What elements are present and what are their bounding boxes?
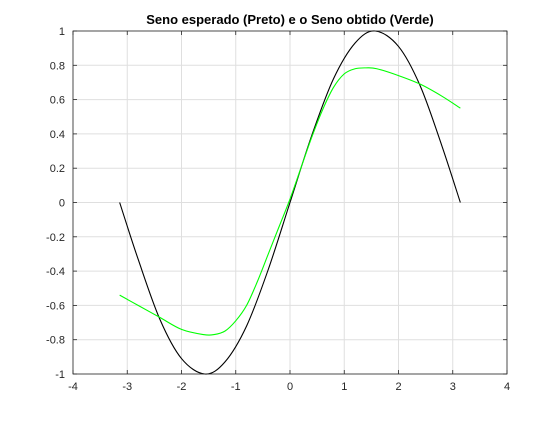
y-tick-label: 0.8 [50, 60, 65, 72]
series-line-black [119, 30, 461, 375]
x-axis-tick-labels: -4 -3 -2 -1 0 1 2 3 4 [68, 381, 510, 393]
y-tick-label: 1 [59, 26, 65, 38]
x-tick-label: 2 [395, 381, 401, 393]
tick-marks [72, 30, 508, 375]
chart-title: Seno esperado (Preto) e o Seno obtido (V… [146, 12, 434, 27]
x-tick-label: -3 [122, 381, 132, 393]
x-tick-label: 3 [450, 381, 456, 393]
x-tick-label: 1 [341, 381, 347, 393]
x-tick-label: -1 [231, 381, 241, 393]
y-tick-label: 0.4 [50, 129, 65, 141]
y-tick-label: 0 [59, 198, 65, 210]
y-tick-label: -0.6 [46, 300, 65, 312]
y-tick-label: 0.6 [50, 95, 65, 107]
x-tick-label: -2 [177, 381, 187, 393]
y-tick-label: -0.4 [46, 266, 65, 278]
x-tick-label: 0 [287, 381, 293, 393]
series-layer [119, 30, 461, 375]
y-tick-label: -1 [55, 369, 65, 381]
y-tick-label: -0.2 [46, 232, 65, 244]
x-tick-label: 4 [504, 381, 510, 393]
y-axis-tick-labels: -1 -0.8 -0.6 -0.4 -0.2 0 0.2 0.4 0.6 0.8 1 [46, 26, 65, 381]
x-tick-label: -4 [68, 381, 78, 393]
y-tick-label: 0.2 [50, 163, 65, 175]
series-line-green [119, 67, 461, 336]
y-tick-label: -0.8 [46, 335, 65, 347]
